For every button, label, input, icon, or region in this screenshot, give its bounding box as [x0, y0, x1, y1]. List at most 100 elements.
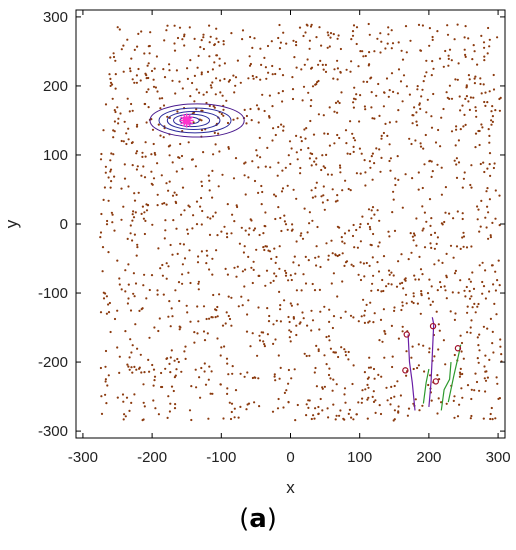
data-point: [355, 172, 358, 175]
data-point: [126, 302, 129, 305]
data-point: [463, 171, 466, 174]
data-point: [442, 65, 445, 68]
data-point: [427, 383, 430, 387]
data-point: [495, 313, 498, 316]
data-point: [483, 170, 486, 174]
data-point: [430, 285, 433, 288]
data-point: [197, 320, 200, 323]
data-point: [143, 102, 146, 106]
data-point: [173, 42, 176, 45]
data-point: [447, 57, 450, 61]
data-point: [453, 318, 456, 321]
data-point: [446, 33, 450, 36]
data-point: [499, 96, 502, 99]
data-point: [102, 297, 106, 300]
data-point: [355, 413, 358, 416]
data-point: [235, 275, 238, 278]
data-point: [469, 280, 472, 283]
data-point: [440, 222, 443, 225]
data-point: [358, 147, 361, 150]
data-point: [178, 156, 181, 159]
data-point: [397, 405, 400, 408]
data-point: [421, 24, 424, 27]
data-point: [202, 305, 206, 308]
data-point: [132, 292, 135, 295]
data-point: [430, 246, 433, 249]
data-point: [391, 355, 394, 358]
data-point: [397, 41, 400, 44]
data-point: [251, 281, 254, 285]
data-point: [454, 269, 457, 272]
data-point: [439, 281, 442, 284]
data-point: [432, 67, 435, 70]
data-point: [440, 401, 443, 404]
data-point: [393, 418, 396, 421]
data-point: [329, 31, 333, 35]
data-point: [387, 230, 390, 233]
data-point: [357, 401, 360, 404]
data-point: [239, 405, 242, 408]
data-point: [480, 199, 483, 202]
data-point: [291, 97, 295, 101]
data-point: [295, 44, 298, 47]
data-point: [233, 220, 236, 223]
data-point: [243, 285, 246, 288]
data-point: [278, 267, 281, 270]
data-point: [429, 242, 432, 245]
data-point: [383, 91, 386, 94]
data-point: [165, 182, 168, 185]
data-point: [149, 31, 152, 34]
data-point: [157, 413, 160, 416]
data-point: [428, 198, 432, 201]
data-point: [129, 232, 132, 235]
data-point: [472, 44, 475, 47]
data-point: [233, 266, 236, 269]
data-point: [376, 37, 379, 40]
data-point: [401, 100, 404, 103]
data-point: [224, 322, 227, 325]
data-point: [295, 151, 298, 154]
data-point: [417, 23, 421, 26]
data-point: [227, 373, 230, 376]
data-point: [211, 81, 214, 84]
data-point: [173, 407, 177, 410]
data-point: [492, 166, 495, 170]
data-point: [364, 108, 367, 111]
data-point: [380, 156, 383, 159]
data-point: [104, 103, 108, 106]
data-point: [155, 55, 158, 58]
data-point: [330, 239, 333, 242]
data-point: [313, 417, 316, 420]
data-point: [362, 80, 365, 83]
data-point: [164, 367, 167, 370]
data-point: [212, 153, 215, 156]
data-point: [168, 180, 171, 183]
data-point: [178, 299, 181, 303]
data-point: [133, 48, 136, 52]
data-point: [138, 309, 141, 312]
data-point: [328, 339, 331, 342]
data-point: [124, 415, 127, 418]
data-point: [321, 63, 324, 66]
data-point: [305, 414, 308, 417]
data-point: [416, 124, 419, 127]
data-point: [166, 416, 169, 419]
data-point: [135, 150, 139, 153]
track-line: [428, 317, 435, 407]
data-point: [258, 136, 261, 139]
data-point: [109, 77, 112, 80]
data-point: [105, 295, 108, 298]
data-point: [444, 363, 447, 366]
data-point: [435, 242, 438, 245]
data-point: [455, 176, 459, 179]
data-point: [162, 68, 165, 71]
data-point: [476, 357, 479, 360]
data-point: [151, 363, 154, 367]
data-point: [132, 216, 136, 219]
data-point: [132, 210, 135, 213]
data-point: [313, 289, 317, 292]
data-point: [249, 107, 252, 111]
data-point: [269, 281, 272, 284]
data-point: [133, 192, 136, 195]
